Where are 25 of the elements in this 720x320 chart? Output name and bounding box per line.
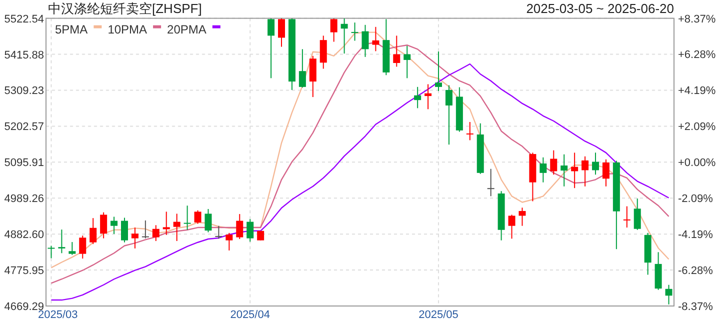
legend-label: 10PMA [108,22,148,36]
chart-subtitle: 2025-03-05 ~ 2025-06-20 [526,1,674,16]
y2-tick-label: +6.28% [678,49,716,62]
y-tick-label: 5309.23 [4,85,44,98]
legend-label: 20PMA [167,22,206,36]
legend-label: 5PMA [55,22,88,36]
y-tick-label: 5095.91 [4,157,44,170]
y2-tick-label: -2.09% [678,193,714,206]
x-tick-label: 2025/05 [418,309,458,320]
y-tick-label: 4882.60 [4,229,44,242]
y2-tick-label: +2.09% [678,121,716,134]
y2-tick-label: -8.37% [678,301,714,313]
y2-tick-label: +4.19% [678,85,716,98]
chart-title: 中汉涤纶短纤卖空[ZHSPF] [48,1,202,16]
y2-tick-label: -4.19% [678,229,714,242]
x-tick-label: 2025/03 [38,309,78,320]
y-tick-label: 5522.54 [4,13,44,26]
y2-tick-label: +0.00% [678,157,716,170]
y2-tick-label: +8.37% [678,13,716,26]
y2-tick-label: -6.28% [678,265,714,278]
y-tick-label: 4989.26 [4,193,44,206]
y-tick-label: 4775.95 [4,265,44,278]
y-tick-label: 5202.57 [4,121,44,134]
y-tick-label: 5415.88 [4,49,44,62]
x-tick-label: 2025/04 [230,309,270,320]
